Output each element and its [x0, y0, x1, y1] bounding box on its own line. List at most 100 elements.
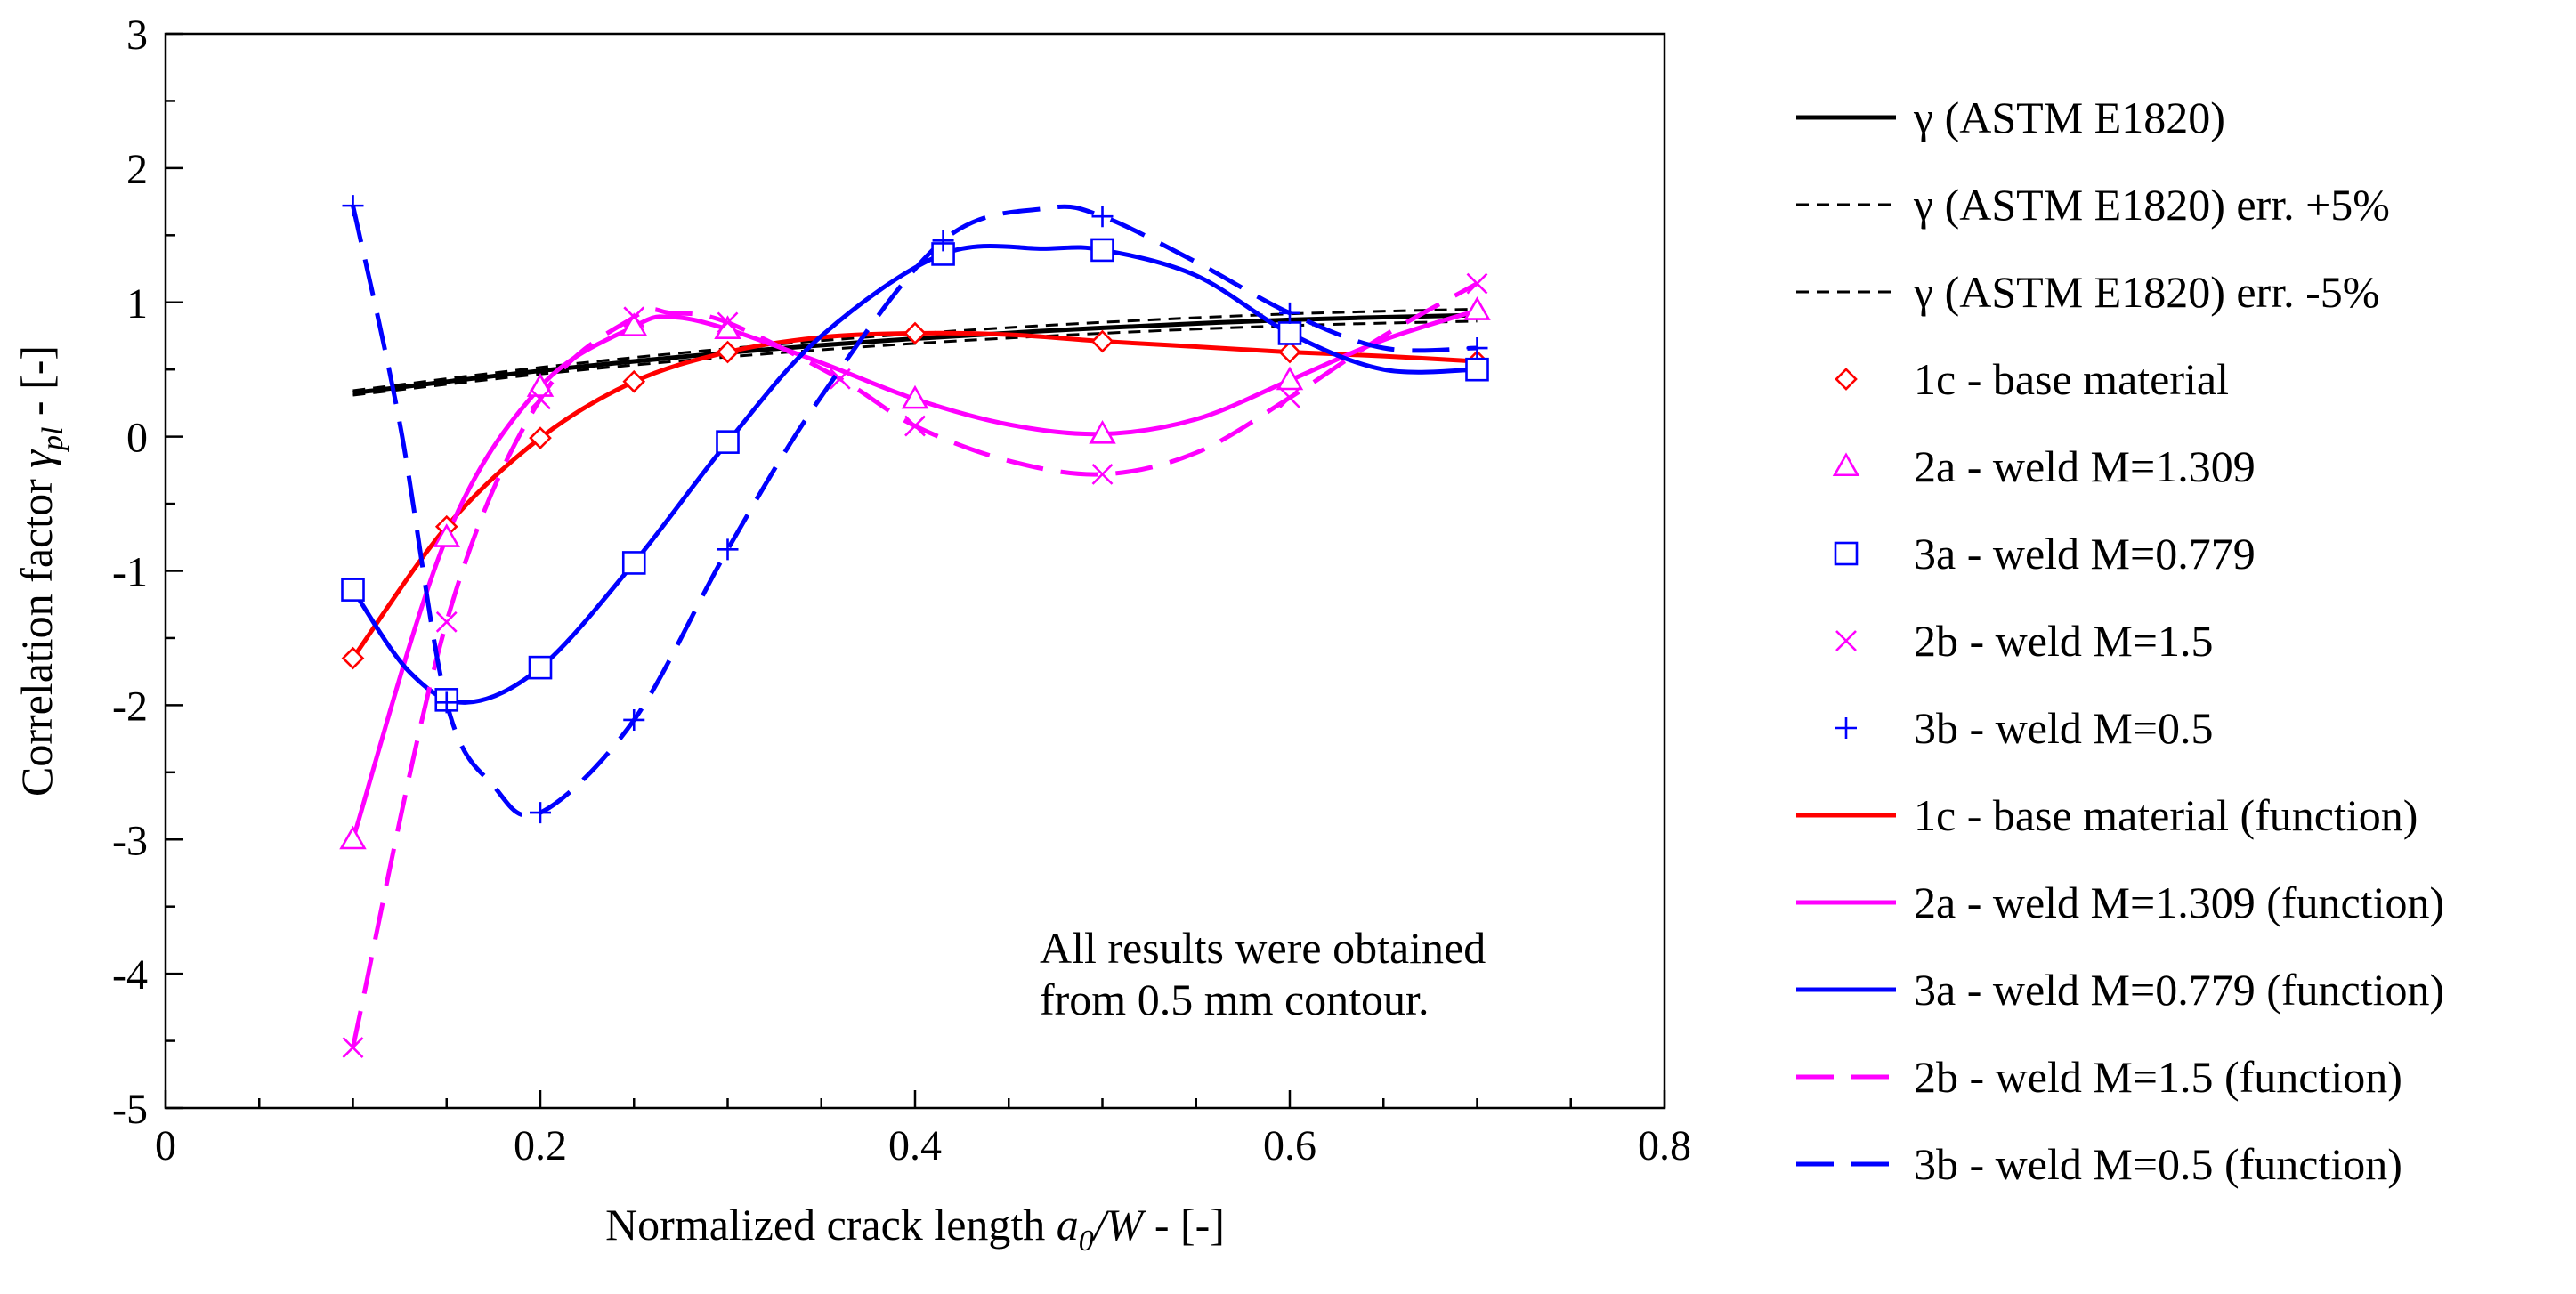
x-tick-label: 0.8	[1638, 1122, 1691, 1169]
legend-item[interactable]: 1c - base material	[1835, 354, 2229, 404]
x-axis-title: Normalized crack length a0/W - [-]	[605, 1200, 1225, 1258]
data-point-triangle	[433, 523, 460, 547]
legend-item[interactable]: 2b - weld M=1.5 (function)	[1796, 1052, 2402, 1102]
y-tick-label: -4	[112, 951, 148, 999]
legend-item[interactable]: 2b - weld M=1.5	[1835, 616, 2214, 666]
data-point-plus	[1091, 206, 1114, 228]
legend-item[interactable]: 3a - weld M=0.779 (function)	[1796, 965, 2444, 1015]
y-tick-label: 2	[126, 146, 148, 193]
data-point-x	[623, 306, 645, 328]
axis-titles: Normalized crack length a0/W - [-] Correl…	[12, 345, 1225, 1258]
data-point-x	[904, 415, 926, 437]
legend-label: 2a - weld M=1.309 (function)	[1914, 877, 2444, 927]
legend-item[interactable]: 1c - base material (function)	[1796, 790, 2418, 840]
legend-item[interactable]: 2a - weld M=1.309	[1832, 441, 2256, 491]
x-tick-label: 0.4	[888, 1122, 942, 1169]
x-tick-label: 0	[155, 1122, 176, 1169]
data-point-plus	[435, 691, 458, 714]
data-point-triangle	[339, 825, 367, 850]
legend-item[interactable]: 3a - weld M=0.779	[1834, 529, 2256, 578]
annotation-text: All results were obtained	[1040, 923, 1486, 973]
data-point-plus	[623, 708, 645, 731]
legend-label: 3b - weld M=0.5 (function)	[1914, 1139, 2402, 1189]
data-point-diamond	[622, 369, 646, 393]
legend-label: 2b - weld M=1.5	[1914, 616, 2214, 666]
legend-item[interactable]: 3b - weld M=0.5	[1835, 703, 2214, 753]
data-point-plus	[530, 802, 551, 824]
data-point-triangle	[901, 384, 929, 409]
data-point-square	[931, 242, 955, 266]
data-point-diamond	[529, 426, 552, 449]
legend-label: γ (ASTM E1820)	[1913, 93, 2225, 142]
data-point-x	[1091, 463, 1114, 485]
legend-label: 2a - weld M=1.309	[1914, 441, 2256, 491]
legend-label: 1c - base material	[1914, 354, 2229, 404]
legend-marker-swatch	[1835, 368, 1858, 391]
function-line	[351, 204, 1478, 819]
legend-item[interactable]: γ (ASTM E1820) err. -5%	[1796, 267, 2379, 317]
axis-ticks	[164, 32, 1666, 1110]
x-tick-label: 0.2	[514, 1122, 567, 1169]
function-line	[351, 243, 1478, 705]
legend-label: 1c - base material (function)	[1914, 790, 2418, 840]
data-point-square	[621, 551, 646, 575]
y-axis-title: Correlation factor γpl - [-]	[12, 345, 69, 797]
legend-label: 2b - weld M=1.5 (function)	[1914, 1052, 2402, 1102]
data-point-diamond	[903, 321, 927, 345]
data-point-diamond	[716, 340, 740, 364]
data-point-diamond	[1278, 340, 1301, 364]
data-markers	[339, 195, 1491, 1059]
data-point-diamond	[1090, 329, 1114, 353]
data-point-plus	[1466, 337, 1488, 360]
function-line	[351, 308, 1478, 841]
data-point-x	[530, 388, 551, 410]
legend[interactable]: γ (ASTM E1820) γ (ASTM E1820) err. +5% γ (…	[1796, 93, 2444, 1189]
data-point-triangle	[1463, 296, 1491, 320]
data-point-square	[716, 430, 740, 454]
legend-marker-swatch	[1835, 630, 1857, 651]
legend-label: 3b - weld M=0.5	[1914, 703, 2214, 753]
axis-tick-labels: 0 0.2 0.4 0.6 0.8 -5 -4 -3 -2 -1 0 1 2 3	[112, 12, 1691, 1169]
legend-item[interactable]: 3b - weld M=0.5 (function)	[1796, 1139, 2402, 1189]
y-tick-label: -5	[112, 1086, 148, 1133]
legend-label: 3a - weld M=0.779	[1914, 529, 2256, 578]
x-tick-label: 0.6	[1263, 1122, 1316, 1169]
legend-item[interactable]: γ (ASTM E1820) err. +5%	[1796, 180, 2390, 230]
data-point-square	[528, 655, 553, 680]
legend-item[interactable]: γ (ASTM E1820)	[1796, 93, 2225, 142]
legend-marker-swatch	[1834, 541, 1859, 566]
data-point-triangle	[1276, 366, 1304, 391]
legend-label: γ (ASTM E1820) err. +5%	[1913, 180, 2390, 230]
data-point-plus	[932, 230, 954, 252]
data-point-plus	[342, 195, 364, 217]
data-point-plus	[1279, 302, 1300, 324]
y-tick-label: 0	[126, 415, 148, 462]
legend-marker-swatch	[1832, 452, 1860, 477]
y-tick-label: -2	[112, 683, 148, 730]
legend-label: γ (ASTM E1820) err. -5%	[1913, 267, 2379, 317]
data-point-triangle	[526, 373, 555, 397]
data-point-x	[717, 311, 739, 334]
data-point-diamond	[341, 646, 365, 670]
legend-marker-swatch	[1835, 717, 1857, 739]
data-point-square	[341, 578, 365, 602]
data-point-triangle	[1089, 419, 1116, 444]
annotation-text: from 0.5 mm contour.	[1040, 975, 1429, 1024]
data-point-x	[1466, 272, 1488, 295]
function-line	[351, 330, 1478, 660]
y-tick-label: -1	[112, 549, 148, 596]
data-point-triangle	[620, 312, 648, 336]
data-point-x	[435, 611, 458, 633]
y-tick-label: -3	[112, 817, 148, 864]
data-point-square	[1277, 321, 1302, 345]
data-point-x	[1279, 386, 1300, 408]
data-point-square	[1465, 357, 1489, 382]
legend-label: 3a - weld M=0.779 (function)	[1914, 965, 2444, 1015]
y-tick-label: 3	[126, 12, 148, 59]
y-tick-label: 1	[126, 280, 148, 328]
legend-item[interactable]: 2a - weld M=1.309 (function)	[1796, 877, 2444, 927]
data-point-plus	[717, 538, 739, 561]
data-point-x	[829, 368, 851, 390]
